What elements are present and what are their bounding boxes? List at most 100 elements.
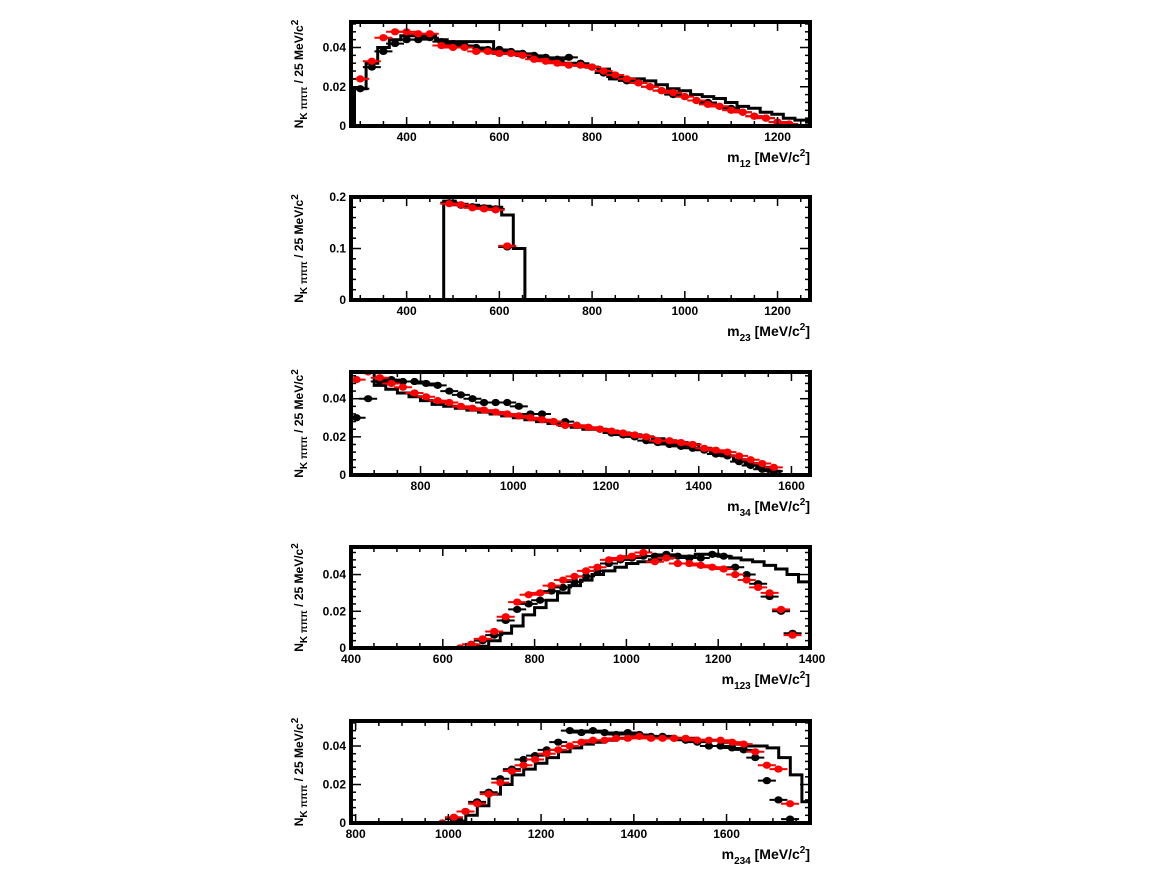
data-point [437, 41, 446, 50]
data-point [367, 63, 377, 71]
data-point [501, 613, 510, 621]
data-point [535, 596, 545, 604]
data-point [461, 807, 470, 816]
data-point [692, 96, 701, 105]
data-point [635, 732, 644, 740]
series-red [433, 732, 800, 823]
panel-5: 800 1000 1200 1400 1600 0 0.02 0.04 m234 [MeV/c2… [290, 717, 812, 867]
data-point [456, 402, 466, 410]
data-point [788, 631, 797, 639]
data-point [696, 561, 705, 569]
x-tick-label: 600 [489, 130, 509, 144]
data-point [623, 734, 632, 742]
data-point [607, 427, 616, 435]
data-point [449, 813, 459, 821]
plot-frame [349, 195, 812, 302]
data-point [472, 800, 482, 808]
data-point [530, 755, 540, 764]
data-point [547, 581, 556, 590]
data-point [730, 563, 740, 571]
data-point [558, 576, 568, 584]
data-point [584, 423, 593, 431]
data-point [650, 552, 660, 560]
data-point [618, 429, 628, 437]
data-point [753, 583, 763, 592]
data-point [468, 204, 477, 212]
data-point [390, 39, 400, 48]
data-point [669, 89, 678, 97]
data-point [750, 112, 759, 120]
data-point [719, 552, 728, 560]
y-axis-title: NK πππ / 25 MeV/c2 [290, 543, 310, 652]
data-point [704, 736, 714, 744]
x-tick-label: 1000 [500, 479, 527, 493]
data-point [414, 36, 423, 44]
data-point [751, 748, 760, 756]
data-point [352, 376, 361, 384]
data-point [519, 761, 528, 769]
data-point [518, 51, 527, 59]
y-tick-label: 0 [339, 119, 346, 133]
data-point [693, 736, 702, 744]
data-point [512, 605, 522, 614]
data-point [410, 389, 419, 397]
data-point [669, 734, 679, 742]
y-tick-label: 0.02 [323, 80, 347, 94]
data-point [456, 201, 466, 209]
data-point [588, 727, 598, 735]
data-point [600, 736, 609, 744]
data-point [645, 83, 655, 91]
data-point [491, 408, 500, 416]
data-point [587, 63, 597, 71]
data-point [425, 30, 435, 38]
data-point [496, 778, 505, 787]
data-point [553, 59, 562, 67]
data-point [542, 750, 551, 758]
y-tick-label: 0.04 [323, 41, 347, 55]
data-point [468, 404, 477, 412]
y-axis-title: NK πππ / 25 MeV/c2 [290, 19, 310, 128]
data-point [554, 746, 563, 754]
data-point [665, 437, 674, 445]
data-point [639, 548, 648, 557]
data-point [356, 75, 365, 83]
plot-frame [349, 370, 812, 477]
data-point [758, 459, 767, 468]
data-point [495, 49, 504, 57]
x-axis-title: m234 [MeV/c2] [722, 845, 810, 867]
x-tick-label: 800 [582, 304, 602, 318]
data-point [696, 554, 705, 562]
data-point [478, 635, 487, 643]
data-point [765, 589, 774, 597]
data-point [716, 736, 725, 744]
data-point [738, 108, 747, 116]
data-point [680, 92, 690, 101]
series-red [351, 372, 783, 471]
y-axis-title: NK πππ / 25 MeV/c2 [290, 194, 310, 303]
data-point [711, 446, 721, 454]
data-point [700, 444, 709, 452]
data-point [554, 738, 563, 746]
data-point [484, 790, 493, 798]
data-point [604, 556, 614, 564]
data-point [642, 433, 651, 441]
x-tick-label: 1000 [671, 130, 698, 144]
data-point [514, 402, 524, 410]
data-point [541, 57, 550, 65]
data-point [734, 458, 744, 466]
data-point [715, 102, 724, 110]
data-point [433, 381, 442, 389]
data-point [734, 452, 744, 460]
x-tick-label: 1400 [685, 479, 712, 493]
data-point [565, 742, 575, 750]
data-point [785, 800, 795, 808]
data-point [673, 552, 683, 560]
data-point [367, 57, 377, 65]
data-point [685, 559, 694, 568]
y-tick-label: 0.02 [323, 778, 347, 792]
x-tick-label: 400 [397, 304, 417, 318]
plot-area [440, 199, 527, 300]
data-point [599, 67, 608, 75]
data-point [662, 554, 671, 562]
data-point [387, 379, 396, 388]
